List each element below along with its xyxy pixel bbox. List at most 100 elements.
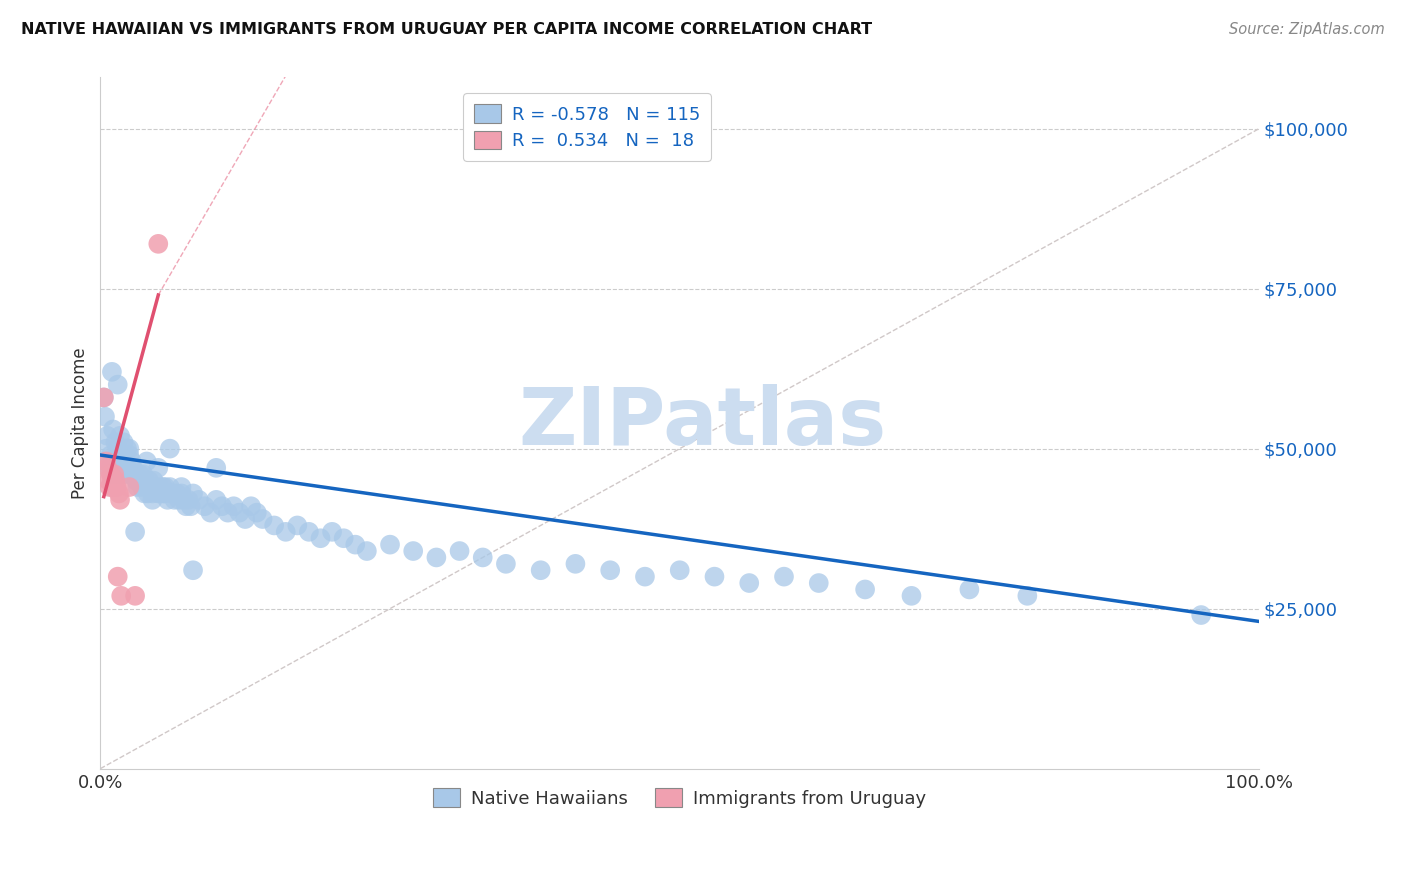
Point <box>112 460 135 475</box>
Point <box>98 460 121 475</box>
Point <box>127 480 149 494</box>
Point <box>132 467 155 482</box>
Point <box>124 589 146 603</box>
Point <box>211 500 233 514</box>
Point <box>240 500 263 514</box>
Point <box>98 480 121 494</box>
Point <box>1017 589 1039 603</box>
Point <box>153 486 176 500</box>
Point <box>110 589 132 603</box>
Point <box>1189 608 1212 623</box>
Point <box>93 391 115 405</box>
Point <box>96 429 118 443</box>
Point <box>118 448 141 462</box>
Point <box>124 524 146 539</box>
Point <box>114 467 136 482</box>
Point <box>425 550 447 565</box>
Point <box>124 467 146 482</box>
Point <box>222 500 245 514</box>
Point <box>101 422 124 436</box>
Point <box>138 474 160 488</box>
Point <box>148 486 170 500</box>
Point <box>634 569 657 583</box>
Point <box>134 486 156 500</box>
Point <box>128 467 150 482</box>
Point <box>121 454 143 468</box>
Point <box>344 538 367 552</box>
Text: Source: ZipAtlas.com: Source: ZipAtlas.com <box>1229 22 1385 37</box>
Point <box>181 563 204 577</box>
Point <box>356 544 378 558</box>
Point <box>135 454 157 468</box>
Point <box>174 500 197 514</box>
Point <box>285 518 308 533</box>
Point <box>100 448 122 462</box>
Point <box>96 460 118 475</box>
Point <box>111 460 134 475</box>
Point <box>200 506 222 520</box>
Point <box>564 557 586 571</box>
Point <box>205 492 228 507</box>
Point <box>217 506 239 520</box>
Point <box>149 486 172 500</box>
Point <box>773 569 796 583</box>
Point <box>94 442 117 456</box>
Point <box>129 474 152 488</box>
Point <box>402 544 425 558</box>
Point <box>136 486 159 500</box>
Point <box>105 480 128 494</box>
Point <box>167 492 190 507</box>
Point <box>177 492 200 507</box>
Point <box>495 557 517 571</box>
Point <box>807 576 830 591</box>
Point <box>101 480 124 494</box>
Point <box>118 442 141 456</box>
Point <box>100 467 122 482</box>
Point <box>121 460 143 475</box>
Point <box>110 448 132 462</box>
Point <box>159 442 181 456</box>
Point <box>104 474 127 488</box>
Point <box>108 429 131 443</box>
Point <box>321 524 343 539</box>
Point <box>853 582 876 597</box>
Point <box>160 486 183 500</box>
Point <box>957 582 980 597</box>
Point <box>205 460 228 475</box>
Point <box>156 492 179 507</box>
Point <box>153 486 176 500</box>
Point <box>180 500 202 514</box>
Point <box>246 506 269 520</box>
Point <box>125 474 148 488</box>
Point <box>135 480 157 494</box>
Point <box>115 442 138 456</box>
Point <box>108 492 131 507</box>
Point <box>103 454 125 468</box>
Point <box>94 454 117 468</box>
Point <box>142 474 165 488</box>
Point <box>101 474 124 488</box>
Text: ZIPatlas: ZIPatlas <box>519 384 887 462</box>
Point <box>252 512 274 526</box>
Point <box>170 480 193 494</box>
Point <box>668 563 690 577</box>
Point <box>155 480 177 494</box>
Point <box>105 467 128 482</box>
Point <box>120 467 142 482</box>
Point <box>274 524 297 539</box>
Point <box>108 486 131 500</box>
Point <box>159 480 181 494</box>
Point <box>148 480 170 494</box>
Point <box>117 460 139 475</box>
Point <box>107 377 129 392</box>
Point <box>107 569 129 583</box>
Point <box>103 467 125 482</box>
Point <box>141 492 163 507</box>
Point <box>129 474 152 488</box>
Point <box>107 442 129 456</box>
Point <box>263 518 285 533</box>
Point <box>97 454 120 468</box>
Point <box>152 480 174 494</box>
Point <box>378 538 401 552</box>
Point <box>141 480 163 494</box>
